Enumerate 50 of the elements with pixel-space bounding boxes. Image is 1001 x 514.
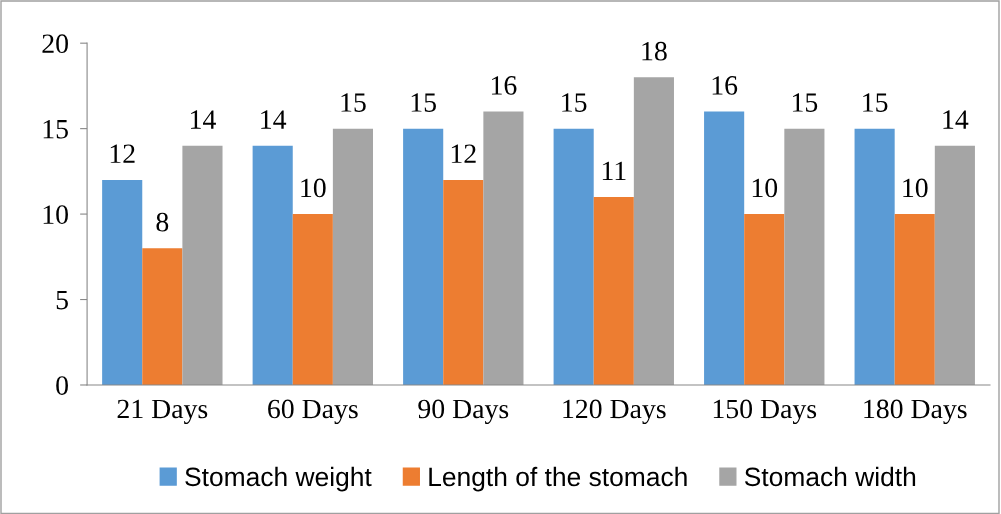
y-tick-label: 15: [43, 119, 68, 139]
bar: [784, 128, 825, 385]
data-label: 15: [341, 93, 366, 112]
bar: [142, 248, 183, 385]
bar: [292, 214, 333, 385]
x-tick-label: 150 Days: [713, 399, 817, 425]
data-label: 11: [602, 161, 626, 180]
bar: [252, 145, 293, 385]
bar: [593, 196, 634, 385]
legend-label: Stomach weight: [185, 466, 372, 492]
data-label: 14: [191, 110, 216, 129]
bar: [483, 111, 524, 385]
y-tick-label: 5: [56, 290, 68, 310]
data-label: 15: [792, 93, 818, 112]
data-label: 10: [903, 178, 928, 198]
data-label: 15: [863, 93, 888, 112]
bar: [854, 128, 895, 385]
x-tick-label: 90 Days: [418, 399, 509, 425]
bar: [744, 214, 785, 385]
data-label: 10: [301, 178, 326, 198]
data-label: 12: [451, 144, 476, 163]
bar: [894, 214, 935, 385]
bar: [443, 179, 484, 385]
data-label: 18: [642, 41, 667, 61]
x-tick-label: 180 Days: [864, 399, 967, 425]
data-label: 15: [411, 93, 436, 112]
data-label: 15: [562, 93, 587, 112]
data-label: 8: [156, 212, 169, 232]
bar: [934, 145, 975, 385]
bar: [704, 111, 745, 385]
data-label: 12: [110, 144, 135, 163]
bar: [102, 179, 143, 385]
x-tick-label: 21 Days: [117, 399, 208, 425]
legend-label: Length of the stomach: [429, 466, 687, 492]
data-label: 10: [752, 178, 778, 198]
bar: [553, 128, 594, 385]
bar: [332, 128, 374, 385]
x-tick-label: 120 Days: [563, 399, 666, 425]
bar: [403, 128, 444, 385]
data-label: 16: [712, 76, 738, 95]
data-label: 14: [261, 110, 287, 129]
bar: [633, 77, 674, 385]
y-tick-label: 20: [42, 34, 68, 54]
legend-label: Stomach width: [744, 466, 916, 487]
x-tick-label: 60 Days: [268, 399, 358, 425]
data-label: 16: [491, 76, 517, 95]
y-tick-label: 0: [56, 376, 68, 395]
y-tick-label: 10: [43, 205, 68, 224]
data-label: 14: [943, 110, 969, 129]
bar: [182, 145, 223, 385]
